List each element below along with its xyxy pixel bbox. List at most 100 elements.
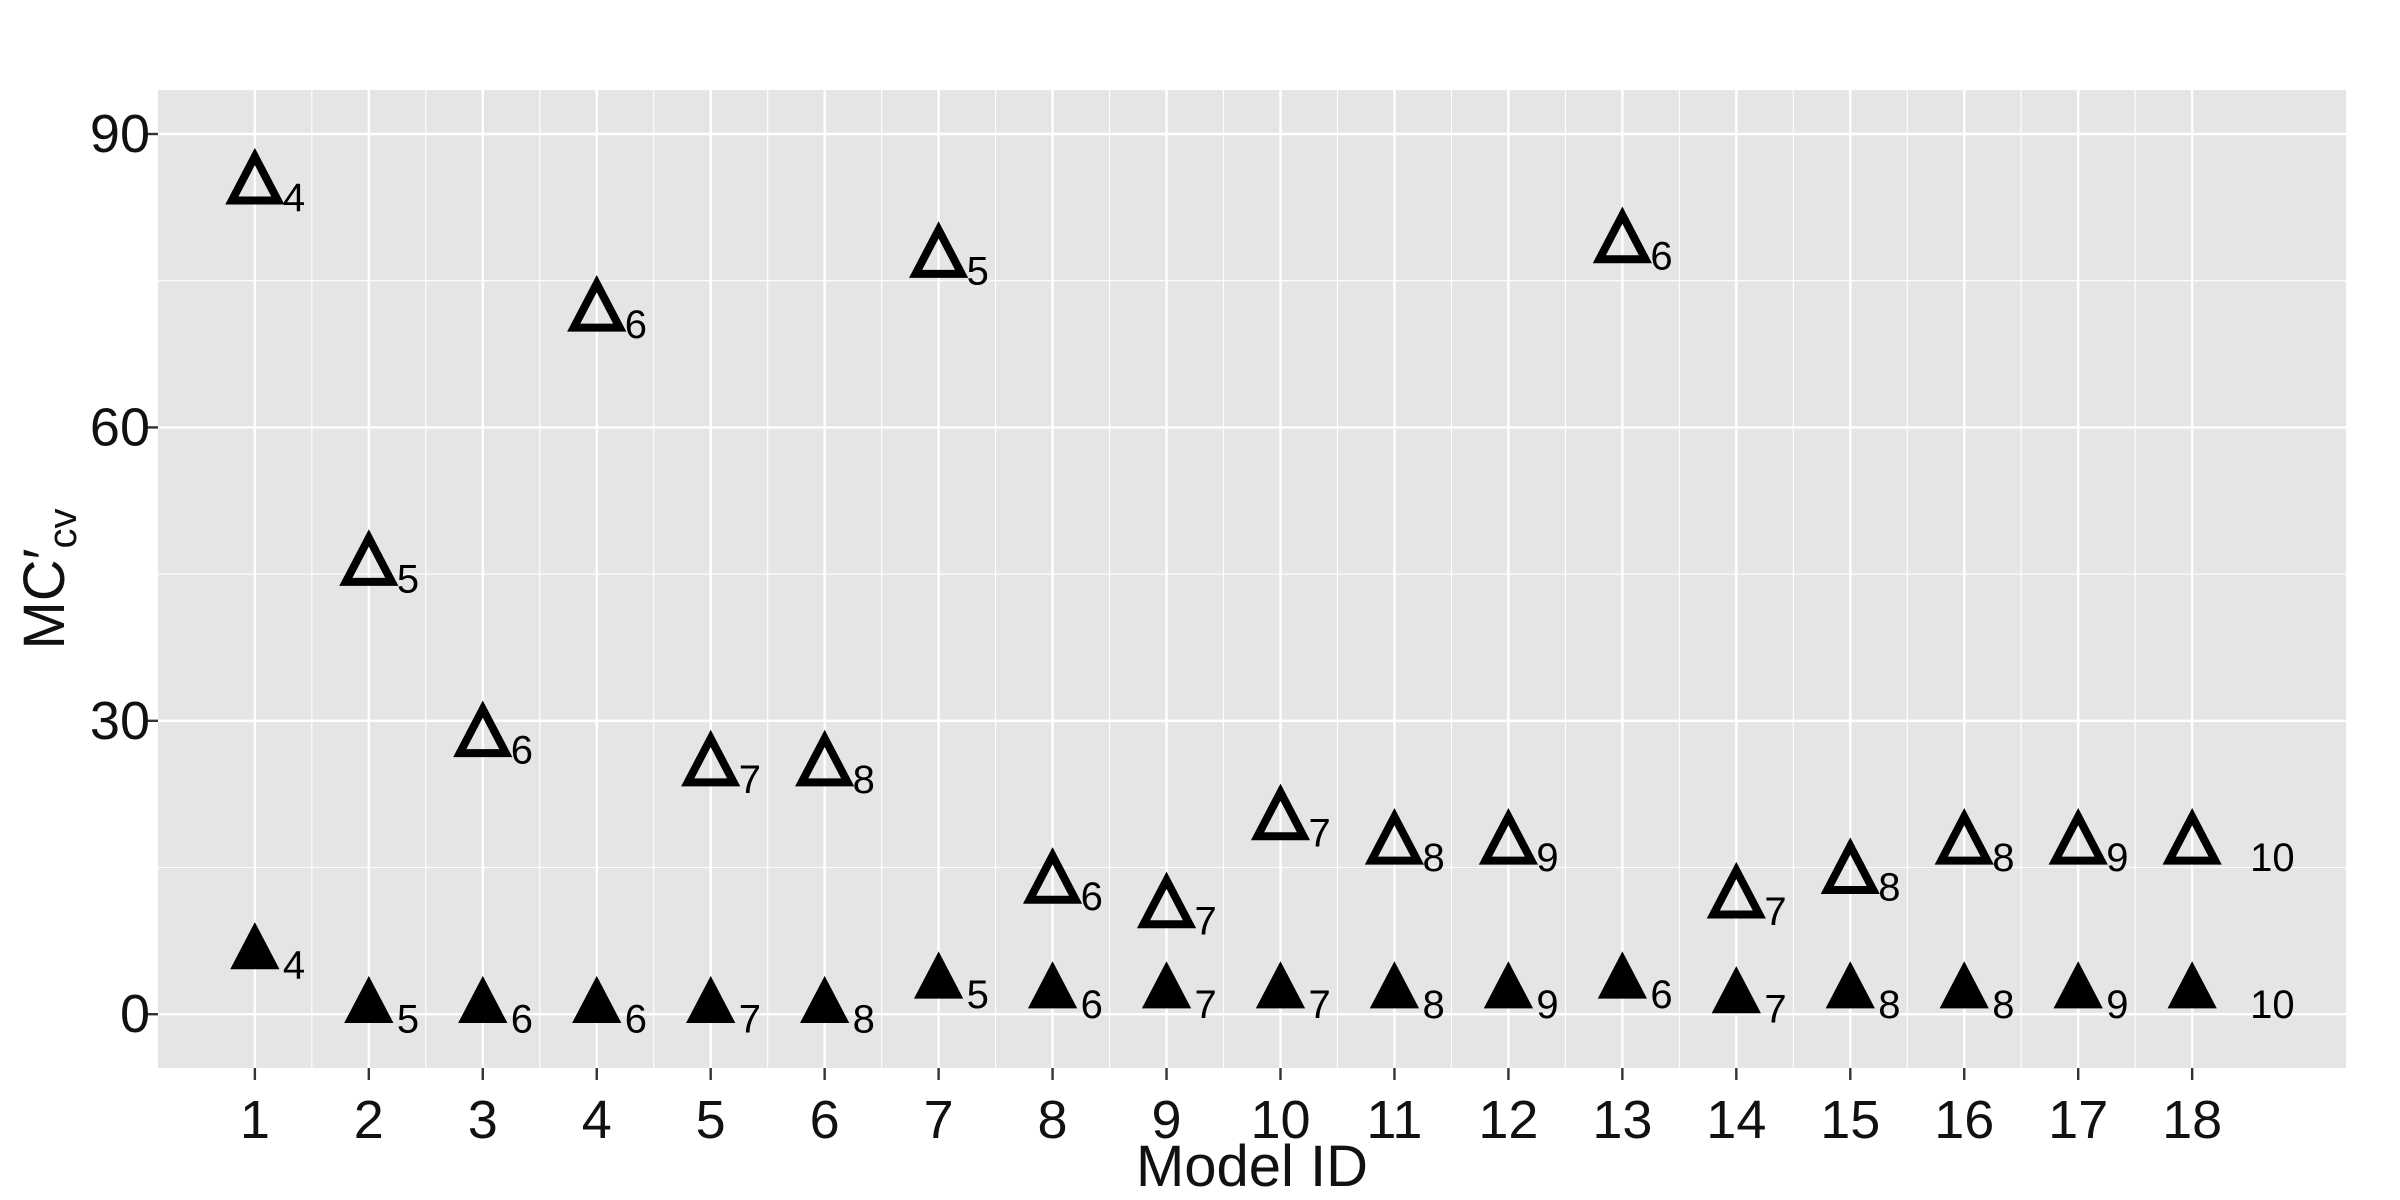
point-label: 4 <box>283 176 305 220</box>
filled-triangle-point <box>2053 961 2103 1009</box>
filled-triangle-point <box>1027 961 1078 1009</box>
point-label: 9 <box>1536 983 1558 1027</box>
filled-triangle-point <box>1825 961 1875 1009</box>
filled-triangle-point <box>1711 966 1761 1014</box>
open-triangle-point <box>1136 871 1197 929</box>
open-triangle-point <box>1934 808 1994 865</box>
y-axis-title: MC′cv <box>12 508 85 649</box>
point-label: 7 <box>1764 988 1786 1032</box>
x-tick-label: 8 <box>1038 1090 1068 1150</box>
open-triangle-point <box>1022 847 1083 904</box>
x-tick-label: 14 <box>1706 1090 1766 1150</box>
point-label: 10 <box>2250 983 2295 1027</box>
open-triangle-point <box>567 275 627 332</box>
y-tick-label: 90 <box>90 104 150 164</box>
point-label: 5 <box>397 997 419 1041</box>
open-triangle-point <box>681 729 741 787</box>
x-tick-label: 9 <box>1152 1090 1182 1150</box>
point-label: 6 <box>1650 235 1672 279</box>
point-label: 8 <box>1422 836 1444 880</box>
point-label: 7 <box>1308 983 1330 1027</box>
open-triangle-point <box>909 221 969 278</box>
open-triangle-point <box>1820 837 1880 894</box>
point-label: 9 <box>2106 836 2128 880</box>
x-tick-label: 13 <box>1592 1090 1652 1150</box>
filled-triangle-point <box>1597 951 1648 999</box>
grid-major <box>158 90 2346 1068</box>
data-points: 4 5 6 6 7 8 5 6 7 7 8 9 6 7 8 8 9 10 4 5 6 6 7 8 5 6 7 7 8 9 6 7 8 8 9 10 <box>225 147 2295 1041</box>
point-label: 8 <box>1992 836 2014 880</box>
open-triangle-point <box>1706 861 1766 919</box>
x-tick-label: 4 <box>582 1090 612 1150</box>
filled-triangle-point <box>1369 961 1420 1009</box>
open-triangle-point <box>2048 808 2108 865</box>
y-tick-label: 0 <box>120 984 150 1044</box>
open-triangle-point <box>1364 808 1425 865</box>
x-axis-title: Model ID <box>1136 1134 1368 1199</box>
point-label: 6 <box>1081 983 1103 1027</box>
point-label: 8 <box>1422 983 1444 1027</box>
point-label: 4 <box>283 944 305 988</box>
open-triangle-point <box>2162 808 2222 865</box>
point-label: 8 <box>853 997 875 1041</box>
point-label: 8 <box>1992 983 2014 1027</box>
y-axis-ticks: 0 30 60 90 <box>90 104 158 1044</box>
x-tick-label: 18 <box>2162 1090 2222 1150</box>
x-axis-ticks: 1 2 3 4 5 6 7 8 9 10 11 12 13 14 15 16 17 18 <box>240 1068 2222 1150</box>
y-tick-label: 30 <box>90 691 150 751</box>
point-label: 6 <box>625 997 647 1041</box>
point-label: 10 <box>2250 836 2295 880</box>
point-label: 8 <box>853 758 875 802</box>
open-triangle-point <box>453 700 513 758</box>
point-label: 7 <box>739 997 761 1041</box>
point-label: 6 <box>625 303 647 347</box>
grid-minor <box>158 90 2346 1068</box>
point-label: 8 <box>1878 983 1900 1027</box>
filled-triangle-point <box>913 951 964 999</box>
point-label: 7 <box>1195 900 1217 944</box>
filled-triangle-point <box>344 975 394 1024</box>
point-label: 5 <box>967 249 989 293</box>
filled-triangle-point <box>1939 961 1989 1009</box>
point-label: 9 <box>2106 983 2128 1027</box>
filled-triangle-point <box>1255 961 1306 1009</box>
point-label: 6 <box>1650 973 1672 1017</box>
point-label: 9 <box>1536 836 1558 880</box>
x-tick-label: 6 <box>810 1090 840 1150</box>
open-triangle-point <box>339 529 399 586</box>
open-triangle-point <box>795 729 855 787</box>
filled-triangle-point <box>572 975 622 1024</box>
open-triangle-point <box>1250 783 1311 841</box>
filled-triangle-point <box>2167 961 2217 1009</box>
point-label: 8 <box>1878 865 1900 909</box>
x-tick-label: 10 <box>1250 1090 1310 1150</box>
point-label: 6 <box>1081 875 1103 919</box>
filled-triangle-point <box>458 975 508 1024</box>
y-axis-title-main: MC′ <box>12 548 77 649</box>
filled-triangle-point <box>686 975 736 1024</box>
x-tick-label: 3 <box>468 1090 498 1150</box>
filled-triangle-point <box>800 975 850 1024</box>
filled-triangle-point <box>1141 961 1192 1009</box>
filled-triangle-point <box>1483 961 1534 1009</box>
plot-panel <box>158 90 2346 1068</box>
x-tick-label: 11 <box>1366 1090 1422 1150</box>
point-label: 7 <box>1764 890 1786 934</box>
x-tick-label: 15 <box>1820 1090 1880 1150</box>
point-label: 5 <box>967 973 989 1017</box>
filled-triangle-point <box>230 922 280 970</box>
point-label: 6 <box>511 997 533 1041</box>
point-label: 7 <box>1308 812 1330 856</box>
open-triangle-point <box>1592 206 1652 264</box>
x-tick-label: 17 <box>2048 1090 2108 1150</box>
point-label: 6 <box>511 728 533 772</box>
x-tick-label: 1 <box>240 1090 270 1150</box>
y-axis-title-subscript: cv <box>41 508 85 548</box>
x-tick-label: 7 <box>924 1090 954 1150</box>
point-label: 5 <box>397 557 419 601</box>
x-tick-label: 5 <box>696 1090 726 1150</box>
x-tick-label: 12 <box>1478 1090 1538 1150</box>
point-label: 7 <box>739 758 761 802</box>
x-tick-label: 16 <box>1934 1090 1994 1150</box>
